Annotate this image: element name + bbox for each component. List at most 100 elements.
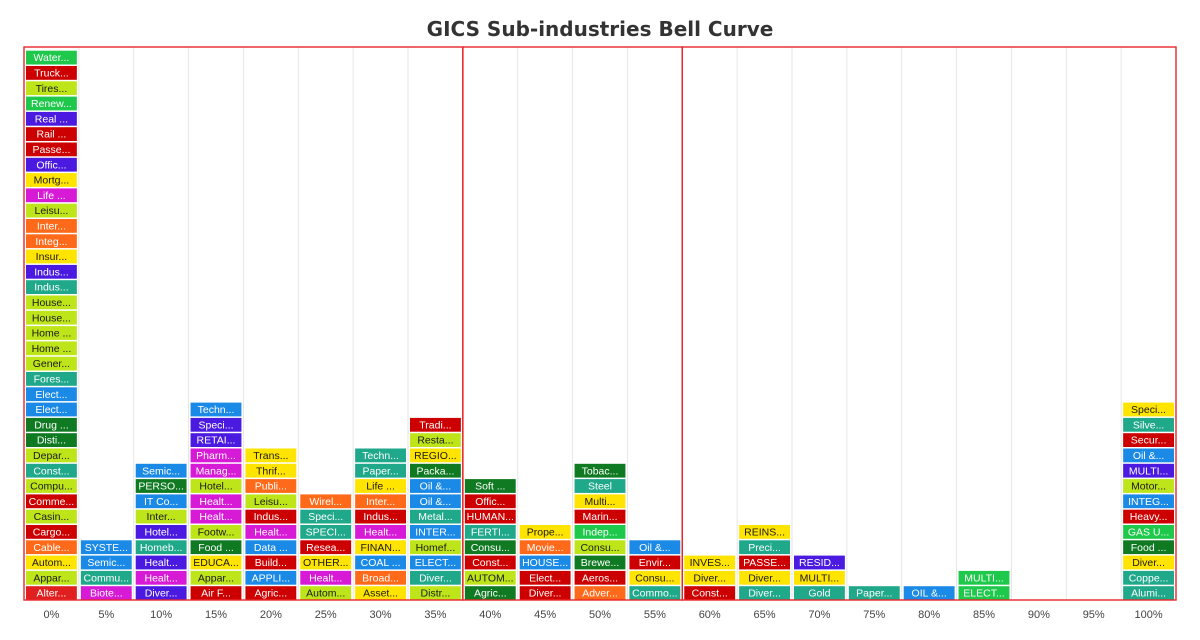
sub-industry-label: Food ... bbox=[1131, 542, 1167, 554]
x-tick-label: 35% bbox=[424, 609, 446, 621]
sub-industry-label: INTEG... bbox=[1128, 496, 1169, 508]
sub-industry-label: Commo... bbox=[632, 588, 678, 600]
sub-industry-cell bbox=[574, 586, 626, 600]
sub-industry-label: FINAN... bbox=[360, 542, 400, 554]
sub-industry-cell bbox=[26, 433, 77, 447]
x-tick-label: 60% bbox=[699, 609, 721, 621]
sub-industry-label: Integ... bbox=[35, 236, 67, 248]
sub-industry-cell bbox=[26, 555, 77, 570]
sub-industry-cell bbox=[739, 570, 790, 585]
sub-industry-cell bbox=[684, 555, 736, 570]
sub-industry-label: Speci... bbox=[308, 511, 343, 523]
sub-industry-cell bbox=[519, 586, 571, 600]
sub-industry-cell bbox=[190, 570, 242, 585]
sub-industry-label: Oil &... bbox=[639, 542, 671, 554]
sub-industry-label: Consu... bbox=[471, 542, 510, 554]
x-tick-label: 20% bbox=[260, 609, 282, 621]
sub-industry-cell bbox=[355, 555, 406, 570]
sub-industry-cell bbox=[410, 525, 461, 539]
sub-industry-label: Healt... bbox=[145, 557, 178, 569]
sub-industry-cell bbox=[464, 555, 516, 570]
sub-industry-label: Home ... bbox=[32, 343, 72, 355]
sub-industry-cell bbox=[190, 463, 242, 478]
sub-industry-cell bbox=[355, 509, 406, 524]
sub-industry-cell bbox=[190, 479, 242, 493]
sub-industry-label: HUMAN... bbox=[467, 511, 514, 523]
sub-industry-label: Data ... bbox=[254, 542, 288, 554]
sub-industry-cell bbox=[190, 509, 242, 524]
sub-industry-cell bbox=[958, 586, 1010, 600]
sub-industry-cell bbox=[464, 494, 516, 509]
sub-industry-cell bbox=[464, 525, 516, 539]
sub-industry-label: Indus... bbox=[363, 511, 397, 523]
sub-industry-cell bbox=[574, 494, 626, 509]
sub-industry-label: Diver... bbox=[529, 588, 562, 600]
sub-industry-cell bbox=[958, 570, 1010, 585]
sub-industry-cell bbox=[410, 509, 461, 524]
sub-industry-cell bbox=[80, 586, 132, 600]
sub-industry-cell bbox=[26, 326, 77, 340]
sub-industry-cell bbox=[26, 494, 77, 509]
sub-industry-cell bbox=[26, 157, 77, 172]
sub-industry-cell bbox=[1123, 448, 1174, 463]
sub-industry-cell bbox=[26, 417, 77, 432]
sub-industry-label: Drug ... bbox=[34, 419, 68, 431]
sub-industry-label: Asset... bbox=[363, 588, 398, 600]
sub-industry-label: OTHER... bbox=[303, 557, 349, 569]
sub-industry-cell bbox=[1123, 463, 1174, 478]
sub-industry-cell bbox=[410, 479, 461, 493]
sub-industry-label: Coppe... bbox=[1129, 572, 1169, 584]
chart-title: GICS Sub-industries Bell Curve bbox=[427, 17, 774, 41]
sub-industry-label: Gener... bbox=[33, 358, 70, 370]
sub-industry-label: Homef... bbox=[416, 542, 456, 554]
sub-industry-label: Truck... bbox=[34, 67, 69, 79]
sub-industry-label: FERTI... bbox=[471, 526, 510, 538]
sub-industry-cell bbox=[355, 448, 406, 463]
sub-industry-cell bbox=[355, 570, 406, 585]
sub-industry-cell bbox=[574, 570, 626, 585]
sub-industry-cell bbox=[629, 555, 681, 570]
sub-industry-cell bbox=[26, 586, 77, 600]
sub-industry-cell bbox=[26, 448, 77, 463]
sub-industry-label: Inter... bbox=[37, 220, 66, 232]
sub-industry-cell bbox=[355, 540, 406, 555]
sub-industry-cell bbox=[300, 494, 352, 509]
sub-industry-cell bbox=[190, 494, 242, 509]
sub-industry-label: EDUCA... bbox=[193, 557, 239, 569]
sub-industry-label: Water... bbox=[34, 52, 70, 64]
sub-industry-label: Tradi... bbox=[419, 419, 451, 431]
sub-industry-label: Brewe... bbox=[581, 557, 620, 569]
sub-industry-cell bbox=[245, 586, 297, 600]
sub-industry-cell bbox=[26, 66, 77, 80]
sub-industry-cell bbox=[300, 540, 352, 555]
sub-industry-label: Inter... bbox=[147, 511, 176, 523]
sub-industry-label: Healt... bbox=[309, 572, 342, 584]
sub-industry-label: Offic... bbox=[475, 496, 505, 508]
sub-industry-cell bbox=[1123, 479, 1174, 493]
sub-industry-label: Indus... bbox=[34, 282, 68, 294]
x-tick-label: 90% bbox=[1028, 609, 1050, 621]
sub-industry-cell bbox=[410, 540, 461, 555]
sub-industry-label: Broad... bbox=[362, 572, 399, 584]
sub-industry-label: Secur... bbox=[1131, 435, 1167, 447]
sub-industry-cell bbox=[26, 50, 77, 65]
sub-industry-label: House... bbox=[32, 312, 71, 324]
sub-industry-label: RESID... bbox=[799, 557, 840, 569]
sub-industry-cell bbox=[26, 142, 77, 157]
sub-industry-label: House... bbox=[32, 297, 71, 309]
sub-industry-label: Soft ... bbox=[475, 481, 505, 493]
sub-industry-cell bbox=[410, 494, 461, 509]
sub-industry-label: Movie... bbox=[527, 542, 564, 554]
sub-industry-cell bbox=[26, 540, 77, 555]
sub-industry-cell bbox=[26, 280, 77, 294]
sub-industry-label: Oil &... bbox=[1133, 450, 1165, 462]
sub-industry-label: Diver... bbox=[145, 588, 178, 600]
sub-industry-cell bbox=[80, 540, 132, 555]
sub-industry-label: Speci... bbox=[1131, 404, 1166, 416]
sub-industry-cell bbox=[574, 525, 626, 539]
sub-industry-cell bbox=[135, 586, 187, 600]
sub-industry-cell bbox=[1123, 540, 1174, 555]
x-tick-label: 45% bbox=[534, 609, 556, 621]
sub-industry-label: Rail ... bbox=[37, 129, 67, 141]
sub-industry-label: Indep... bbox=[582, 526, 617, 538]
